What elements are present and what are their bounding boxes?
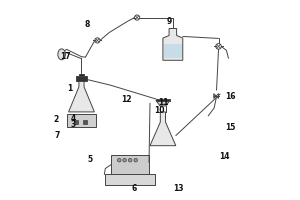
Bar [111,155,149,174]
Text: 5: 5 [88,155,93,164]
Text: 16: 16 [225,92,236,101]
Text: 12: 12 [121,95,131,104]
Text: 3: 3 [71,120,76,129]
Bar [83,120,87,124]
Text: 15: 15 [225,123,236,132]
Circle shape [95,38,100,43]
Polygon shape [69,76,94,112]
Bar [74,120,78,124]
Bar [67,114,96,127]
Polygon shape [156,100,170,106]
Circle shape [216,44,221,49]
Circle shape [134,158,137,162]
Circle shape [117,158,121,162]
Ellipse shape [58,49,65,60]
Text: 2: 2 [53,115,59,124]
Polygon shape [216,94,218,98]
Circle shape [134,15,140,20]
Text: 7: 7 [54,131,60,140]
Polygon shape [163,28,183,60]
Bar [156,99,170,101]
Text: 14: 14 [219,152,230,161]
Text: 11: 11 [158,98,168,107]
Text: 1: 1 [67,84,72,93]
Text: 13: 13 [173,184,184,193]
Polygon shape [150,112,176,146]
Bar [79,74,84,76]
Text: 6: 6 [131,184,137,193]
Text: 4: 4 [70,114,76,123]
Bar [76,76,87,81]
Bar [164,44,182,58]
Circle shape [123,158,126,162]
Text: 8: 8 [85,20,90,29]
Polygon shape [214,94,216,98]
Text: 10: 10 [154,106,164,115]
Circle shape [128,158,132,162]
Text: 17: 17 [60,52,70,61]
Bar [105,174,155,185]
Text: 9: 9 [166,17,172,26]
